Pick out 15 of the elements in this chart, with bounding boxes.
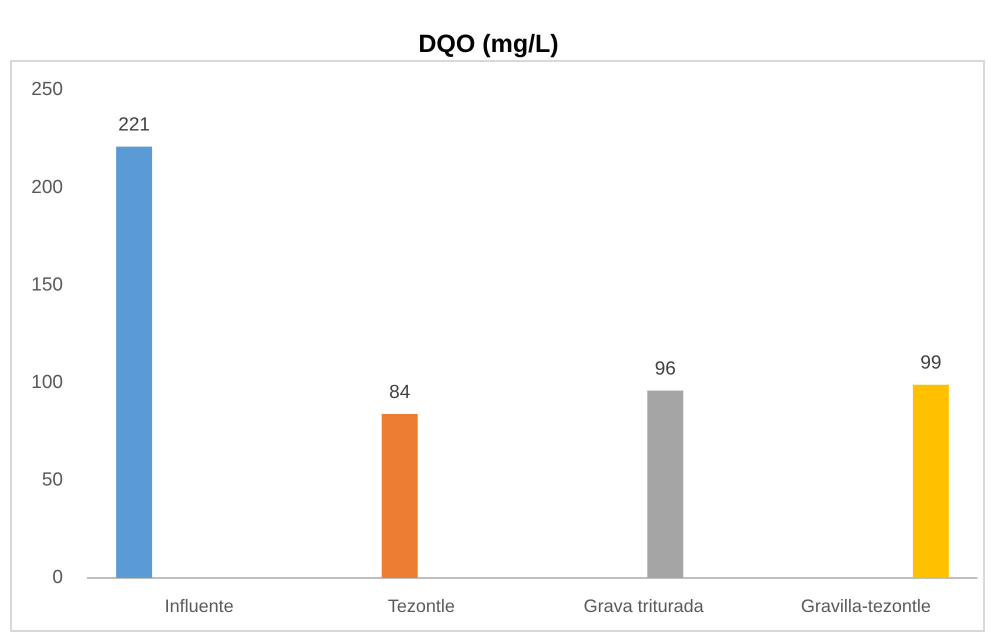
chart-title: DQO (mg/L) xyxy=(418,30,559,58)
y-tick-label: 50 xyxy=(42,470,63,491)
x-tick-label: Gravilla-tezontle xyxy=(800,596,931,616)
x-tick-label: Grava triturada xyxy=(584,596,705,616)
y-tick-label: 100 xyxy=(31,372,63,394)
y-tick-label: 250 xyxy=(31,79,63,100)
data-label: 221 xyxy=(118,114,150,136)
x-tick-label: Influente xyxy=(164,596,234,616)
data-label: 96 xyxy=(654,358,676,380)
y-tick-label: 150 xyxy=(31,274,63,296)
data-label: 99 xyxy=(920,352,942,374)
data-label: 84 xyxy=(389,382,411,403)
x-tick-label: Tezontle xyxy=(388,596,455,616)
y-tick-label: 0 xyxy=(52,567,63,588)
y-tick-label: 200 xyxy=(31,176,63,198)
